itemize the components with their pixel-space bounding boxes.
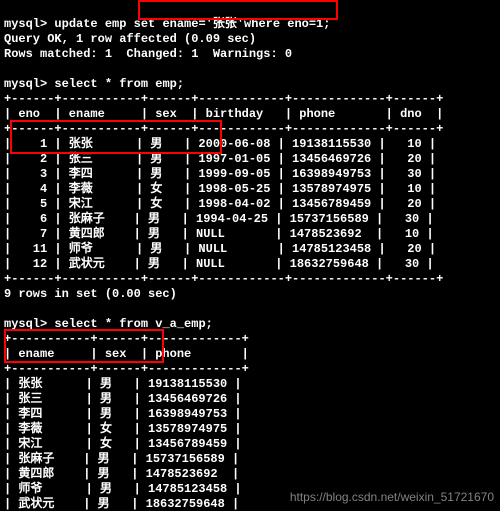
view-sep: +-----------+------+-------------+ — [4, 362, 249, 376]
table-row: | 李四 | 男 | 16398949753 | — [4, 407, 242, 421]
view-sep: +-----------+------+-------------+ — [4, 332, 249, 346]
table-row: | 张麻子 | 男 | 15737156589 | — [4, 452, 239, 466]
cmd-update: update emp set ename='张张'where eno=1; — [54, 17, 330, 31]
table-row: | 3 | 李四 | 男 | 1999-09-05 | 16398949753 … — [4, 167, 436, 181]
table-row: | 11 | 师爷 | 男 | NULL | 14785123458 | 20 … — [4, 242, 436, 256]
prompt: mysql> — [4, 17, 47, 31]
table-row: | 宋江 | 女 | 13456789459 | — [4, 437, 242, 451]
table-row: | 6 | 张麻子 | 男 | 1994-04-25 | 15737156589… — [4, 212, 434, 226]
prompt: mysql> — [4, 77, 47, 91]
table-row: | 武状元 | 男 | 18632759648 | — [4, 497, 239, 511]
emp-footer: 9 rows in set (0.00 sec) — [4, 287, 177, 301]
cmd-select-view: select * from v_a_emp; — [54, 317, 212, 331]
table-row: | 12 | 武状元 | 男 | NULL | 18632759648 | 30… — [4, 257, 434, 271]
table-row: | 1 | 张张 | 男 | 2000-06-08 | 19138115530 … — [4, 137, 436, 151]
table-row: | 李薇 | 女 | 13578974975 | — [4, 422, 242, 436]
emp-header: | eno | ename | sex | birthday | phone |… — [4, 107, 443, 121]
table-row: | 黄四郎 | 男 | 1478523692 | — [4, 467, 239, 481]
table-row: | 4 | 李薇 | 女 | 1998-05-25 | 13578974975 … — [4, 182, 436, 196]
update-result-2: Rows matched: 1 Changed: 1 Warnings: 0 — [4, 47, 292, 61]
emp-sep: +------+-----------+------+------------+… — [4, 92, 443, 106]
terminal-output: mysql> update emp set ename='张张'where en… — [0, 0, 500, 511]
table-row: | 张三 | 男 | 13456469726 | — [4, 392, 242, 406]
prompt: mysql> — [4, 317, 47, 331]
table-row: | 7 | 黄四郎 | 男 | NULL | 1478523692 | 10 | — [4, 227, 434, 241]
table-row: | 张张 | 男 | 19138115530 | — [4, 377, 242, 391]
table-row: | 5 | 宋江 | 女 | 1998-04-02 | 13456789459 … — [4, 197, 436, 211]
table-row: | 师爷 | 男 | 14785123458 | — [4, 482, 242, 496]
cmd-select-emp: select * from emp; — [54, 77, 184, 91]
view-header: | ename | sex | phone | — [4, 347, 249, 361]
watermark: https://blog.csdn.net/weixin_51721670 — [290, 490, 494, 505]
update-result-1: Query OK, 1 row affected (0.09 sec) — [4, 32, 256, 46]
emp-sep: +------+-----------+------+------------+… — [4, 122, 443, 136]
table-row: | 2 | 张三 | 男 | 1997-01-05 | 13456469726 … — [4, 152, 436, 166]
emp-sep: +------+-----------+------+------------+… — [4, 272, 443, 286]
